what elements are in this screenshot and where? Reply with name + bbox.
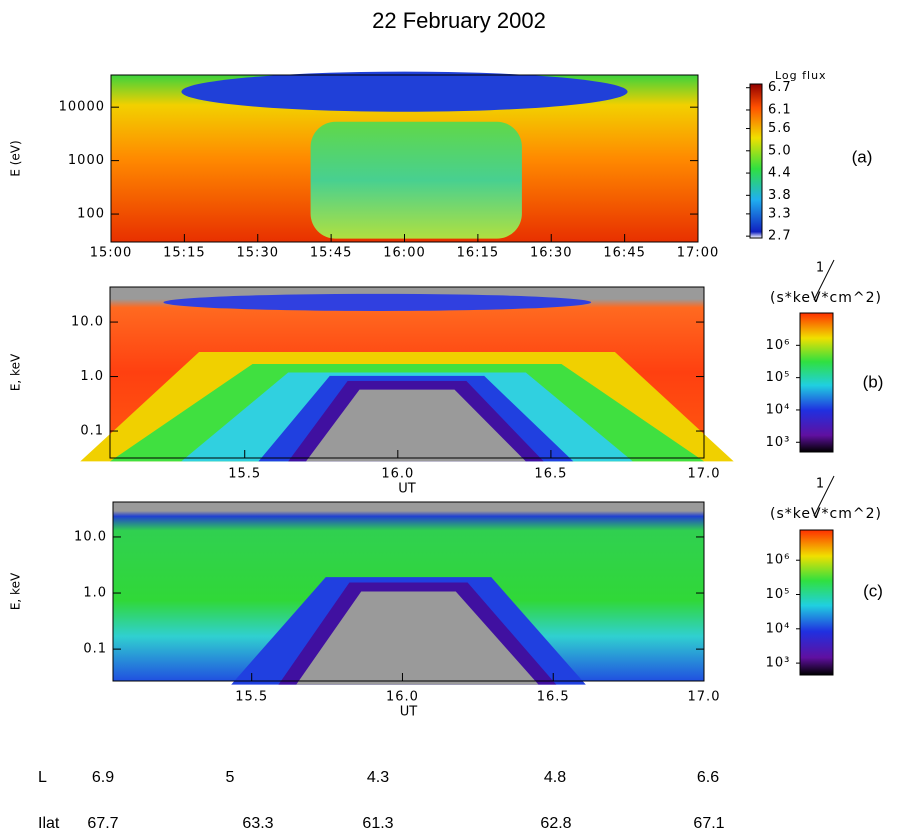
y-axis-label: E, keV [9,572,23,610]
colorbar-tick-label: 2.7 [768,229,792,244]
x-tick-label: 16:00 [383,246,425,261]
table-cell: 67.7 [87,815,118,832]
y-tick-label: 0.1 [83,642,107,657]
spectrogram-region [296,591,539,685]
x-tick-label: 16:15 [457,246,499,261]
colorbar-tick-label: 10⁵ [766,587,791,602]
panel-label: (a) [852,147,873,166]
colorbar-unit-denominator: (s*keV*cm^2) [770,506,882,522]
y-tick-label: 10.0 [74,529,107,544]
table-cell: 4.8 [544,769,566,786]
table-cell: 4.3 [367,769,389,786]
y-axis-label: E (eV) [9,140,23,176]
y-tick-label: 1.0 [80,369,104,384]
x-tick-label: 16.0 [386,690,419,705]
y-tick-label: 10.0 [71,315,104,330]
panel-label: (b) [863,372,884,391]
colorbar-tick-label: 6.7 [768,80,792,95]
panel: 100 1000 10000 15:00 15:15 15:30 15:45 16:00 16:… [9,69,873,261]
table-cell: 61.3 [362,815,393,832]
colorbar-title: Log flux [775,69,827,82]
colorbar-tick-label: 5.6 [768,121,792,136]
colorbar [799,529,834,676]
colorbar-tick-label: 10⁴ [766,402,791,417]
x-tick-label: 15:45 [310,246,352,261]
colorbar-tick-label: 3.8 [768,188,792,203]
colorbar [749,83,763,239]
colorbar-tick-label: 10⁶ [766,553,791,568]
panel: 0.1 1.0 10.0 15.5 16.0 16.5 17.0 E, keV UT (c) 10³… [9,475,883,720]
x-tick-label: 16.5 [537,690,570,705]
x-tick-label: 16:30 [530,246,572,261]
table-cell: 62.8 [540,815,571,832]
y-tick-label: 100 [77,207,105,222]
y-axis-label: E, keV [9,353,23,391]
colorbar-unit-numerator: 1 [816,261,824,276]
y-tick-label: 1.0 [83,586,107,601]
y-tick-label: 0.1 [80,424,104,439]
colorbar-unit-numerator: 1 [816,477,824,492]
colorbar-tick-label: 4.4 [768,166,792,181]
x-tick-label: 16.0 [381,467,414,482]
x-axis-label: UT [400,705,418,720]
table-cell: 6.9 [92,769,114,786]
x-tick-label: 17.0 [688,690,721,705]
unit-slash [813,259,835,301]
row-label: L [38,769,47,786]
x-tick-label: 15:15 [163,246,205,261]
colorbar-tick-label: 5.0 [768,143,792,158]
figure-title: 22 February 2002 [372,8,546,33]
colorbar-tick-label: 6.1 [768,102,792,117]
colorbar-tick-label: 10³ [766,656,791,671]
x-tick-label: 15:30 [237,246,279,261]
plot-frame [112,501,705,682]
x-tick-label: 16:45 [603,246,645,261]
table-cell: 5 [226,769,235,786]
spectrogram-region [163,293,592,311]
colorbar [799,312,834,453]
unit-slash [813,475,835,517]
spectrogram-region [306,389,526,462]
row-label: Ilat [38,815,60,832]
colorbar-tick-label: 3.3 [768,206,792,221]
x-tick-label: 15:00 [90,246,132,261]
spectrogram-region [310,121,522,239]
y-tick-label: 1000 [68,153,105,168]
plot-frame [109,286,705,459]
colorbar-tick-label: 10⁵ [766,370,791,385]
colorbar-tick-label: 10⁴ [766,621,791,636]
x-axis-label: UT [398,482,416,497]
colorbar-unit-denominator: (s*keV*cm^2) [770,290,882,306]
colorbar-tick-label: 10³ [766,435,791,450]
panel-label: (c) [863,581,883,600]
y-tick-label: 10000 [59,100,105,115]
table-cell: 67.1 [693,815,724,832]
panel: 0.1 1.0 10.0 15.5 16.0 16.5 17.0 E, keV UT (b) 10³… [9,259,884,497]
spectrogram-region [181,71,628,112]
colorbar-tick-label: 10⁶ [766,338,791,353]
x-tick-label: 16.5 [534,467,567,482]
table-cell: 6.6 [697,769,719,786]
x-tick-label: 17:00 [677,246,719,261]
x-tick-label: 15.5 [235,690,268,705]
table-cell: 63.3 [242,815,273,832]
x-tick-label: 17.0 [688,467,721,482]
x-tick-label: 15.5 [228,467,261,482]
